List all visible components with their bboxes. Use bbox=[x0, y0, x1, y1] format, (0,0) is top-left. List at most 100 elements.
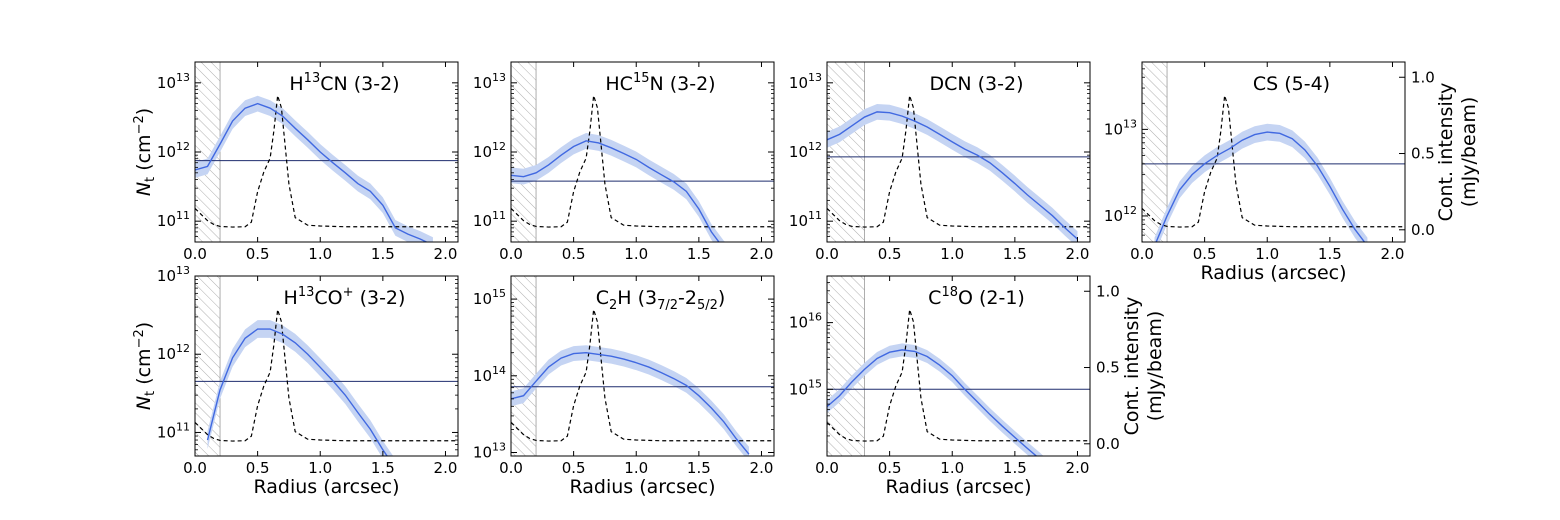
x-tick-label: 0.5 bbox=[246, 245, 270, 263]
x-axis-label: Radius (arcsec) bbox=[1200, 262, 1346, 284]
hatch-region bbox=[511, 276, 537, 456]
column-density-line bbox=[1155, 131, 1366, 242]
continuum-profile-line bbox=[511, 95, 774, 228]
ylabel-right-row2-line2: (mJy/beam) bbox=[1144, 311, 1166, 421]
uncertainty-band bbox=[511, 345, 749, 456]
x-tick-label: 0.0 bbox=[1130, 245, 1154, 263]
panel-plot-area bbox=[827, 62, 1090, 242]
panel-title: H13CN (3-2) bbox=[289, 71, 399, 95]
x-tick-label: 1.0 bbox=[624, 459, 648, 477]
x-tick-label: 0.5 bbox=[562, 245, 586, 263]
y-tick-label: 1015 bbox=[789, 377, 822, 398]
y-tick-label: 1012 bbox=[1104, 204, 1137, 225]
x-tick-label: 0.5 bbox=[878, 245, 902, 263]
y-tick-label: 1011 bbox=[789, 209, 822, 230]
x-tick-label: 1.0 bbox=[1255, 245, 1279, 263]
x-tick-label: 1.0 bbox=[624, 245, 648, 263]
column-density-line bbox=[827, 349, 1038, 456]
x-tick-label: 1.5 bbox=[687, 245, 711, 263]
hatch-region bbox=[195, 276, 221, 456]
y-tick-label: 1012 bbox=[157, 140, 190, 161]
x-tick-label: 2.0 bbox=[434, 459, 458, 477]
y-tick-label: 1016 bbox=[789, 311, 822, 332]
x-axis-label: Radius (arcsec) bbox=[885, 476, 1031, 498]
x-tick-label: 0.0 bbox=[499, 459, 523, 477]
y-tick-label: 1011 bbox=[473, 209, 506, 230]
panel-title: H13CO+ (3-2) bbox=[284, 285, 406, 309]
right-y-tick-label: 0.5 bbox=[1411, 145, 1435, 163]
uncertainty-band bbox=[207, 320, 394, 456]
panel-plot-area bbox=[195, 276, 458, 456]
panel-plot-area bbox=[1142, 62, 1405, 242]
x-tick-label: 1.5 bbox=[371, 459, 395, 477]
panels: 0.0 0.5 1.0 1.5 2.0 1011 1012 1013 H13CN (3-2) 0.… bbox=[157, 61, 1435, 498]
x-tick-label: 0.0 bbox=[499, 245, 523, 263]
column-density-line bbox=[827, 111, 1078, 240]
ylabel-left-row2: Nt (cm−2) bbox=[132, 322, 158, 410]
x-tick-label: 1.5 bbox=[1003, 245, 1027, 263]
y-tick-label: 1015 bbox=[473, 287, 506, 308]
continuum-profile-line bbox=[827, 95, 1090, 228]
x-tick-label: 2.0 bbox=[1066, 245, 1090, 263]
panel-title: C18O (2-1) bbox=[928, 285, 1025, 309]
panel-title: DCN (3-2) bbox=[929, 73, 1023, 95]
x-tick-label: 1.5 bbox=[1003, 459, 1027, 477]
y-tick-label: 1012 bbox=[473, 140, 506, 161]
x-tick-label: 1.5 bbox=[371, 245, 395, 263]
panel-2: 0.0 0.5 1.0 1.5 2.0 1011 1012 1013 HC15N (3-2) bbox=[473, 61, 775, 263]
x-tick-label: 2.0 bbox=[434, 245, 458, 263]
y-tick-label: 1011 bbox=[157, 420, 190, 441]
x-tick-label: 1.0 bbox=[308, 245, 332, 263]
x-tick-label: 0.5 bbox=[562, 459, 586, 477]
x-tick-label: 0.0 bbox=[183, 245, 207, 263]
y-tick-label: 1012 bbox=[157, 342, 190, 363]
right-y-tick-label: 0.0 bbox=[1411, 221, 1435, 239]
y-tick-label: 1014 bbox=[473, 364, 506, 385]
x-tick-label: 0.0 bbox=[815, 245, 839, 263]
x-tick-label: 0.5 bbox=[878, 459, 902, 477]
x-tick-label: 2.0 bbox=[1381, 245, 1405, 263]
x-tick-label: 0.0 bbox=[183, 459, 207, 477]
x-tick-label: 1.0 bbox=[940, 245, 964, 263]
y-tick-label: 1013 bbox=[157, 71, 190, 92]
panel-3: 0.0 0.5 1.0 1.5 2.0 1011 1012 1013 DCN (3-2) bbox=[789, 61, 1091, 263]
column-density-line bbox=[511, 351, 750, 455]
y-tick-label: 1012 bbox=[789, 140, 822, 161]
continuum-profile-line bbox=[195, 309, 458, 442]
x-tick-label: 0.5 bbox=[1193, 245, 1217, 263]
panel-plot-area bbox=[827, 276, 1090, 456]
panel-6: 0.0 0.5 1.0 1.5 2.0 1013 1014 1015 C2H (37/2-25/… bbox=[473, 275, 775, 498]
uncertainty-band bbox=[1154, 123, 1368, 242]
continuum-profile-line bbox=[1142, 95, 1405, 228]
continuum-profile-line bbox=[511, 309, 774, 442]
panel-frame bbox=[510, 275, 775, 457]
ylabel-right-row1-line1: Cont. intensity bbox=[1435, 83, 1457, 222]
right-y-tick-label: 0.0 bbox=[1096, 435, 1120, 453]
ylabel-right-row1-line2: (mJy/beam) bbox=[1458, 97, 1480, 207]
uncertainty-band bbox=[511, 132, 726, 242]
column-density-line bbox=[511, 140, 720, 242]
y-tick-label: 1013 bbox=[473, 440, 506, 461]
continuum-profile-line bbox=[195, 95, 458, 228]
ylabel-right-row2-line1: Cont. intensity bbox=[1121, 297, 1143, 436]
panel-plot-area bbox=[511, 62, 774, 242]
panel-7: 0.0 0.5 1.0 1.5 2.0 1015 1016 0.0 0.5 1.0 C18O (2-… bbox=[789, 275, 1120, 498]
y-tick-label: 1013 bbox=[157, 264, 190, 285]
hatch-region bbox=[827, 62, 865, 242]
x-tick-label: 1.0 bbox=[940, 459, 964, 477]
y-tick-label: 1013 bbox=[1104, 117, 1137, 138]
x-tick-label: 1.5 bbox=[1318, 245, 1342, 263]
x-tick-label: 1.0 bbox=[308, 459, 332, 477]
panel-frame bbox=[1141, 61, 1406, 243]
panel-title: HC15N (3-2) bbox=[605, 71, 715, 95]
x-axis-label: Radius (arcsec) bbox=[253, 476, 399, 498]
column-density-line bbox=[206, 328, 388, 456]
hatch-region bbox=[1142, 62, 1168, 242]
panel-plot-area bbox=[511, 276, 774, 456]
ylabel-left-row1: Nt (cm−2) bbox=[132, 108, 158, 196]
panel-frame bbox=[510, 61, 775, 243]
panel-5: 0.0 0.5 1.0 1.5 2.0 1011 1012 1013 H13CO+ (3-2) R… bbox=[157, 264, 459, 498]
continuum-profile-line bbox=[827, 309, 1090, 442]
panel-title: CS (5-4) bbox=[1253, 73, 1330, 95]
x-tick-label: 1.5 bbox=[687, 459, 711, 477]
